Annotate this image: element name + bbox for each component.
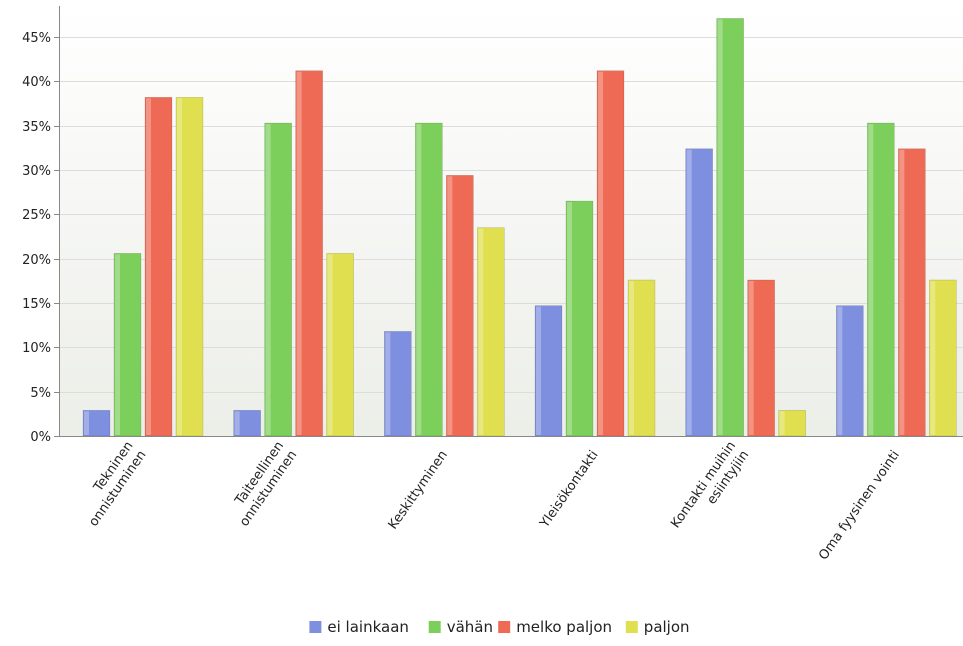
y-tick-label: 5% [30, 386, 51, 401]
legend-swatch [498, 621, 511, 633]
category-label-line: Keskittyminen [386, 448, 451, 532]
bar [898, 148, 926, 437]
y-tick-label: 0% [30, 430, 51, 445]
bar-highlight [478, 228, 484, 435]
category-label: Keskittyminen [386, 448, 451, 532]
legend-label: vähän [447, 618, 493, 636]
grid-lines [54, 37, 963, 437]
bar-highlight [686, 149, 692, 436]
y-tick-labels: 0% 5% 10% 15% 20% 25% 30% 35% 40% 45% [22, 31, 51, 445]
y-tick-label: 35% [22, 120, 51, 135]
bar-highlight [598, 71, 603, 435]
bar-highlight [629, 280, 634, 435]
bar-highlight [447, 176, 453, 435]
bar [477, 227, 505, 437]
bar [295, 70, 323, 437]
category-label-line: Oma fyysinen vointi [816, 448, 903, 563]
bar [534, 305, 563, 437]
bar-highlight [567, 202, 572, 435]
bar-highlight [868, 124, 874, 435]
bar-highlight [536, 306, 541, 435]
bar [446, 175, 474, 437]
bar [175, 97, 204, 437]
y-tick-label: 15% [22, 297, 51, 312]
bar-highlight [84, 411, 89, 435]
legend-swatch [428, 621, 441, 633]
legend-swatch [309, 621, 322, 633]
bar-highlight [837, 306, 843, 435]
bar [144, 97, 173, 437]
y-tick-label: 25% [22, 208, 51, 223]
y-tick-label: 30% [22, 164, 51, 179]
category-label: Oma fyysinen vointi [816, 448, 903, 563]
bar [685, 148, 713, 437]
bar [596, 70, 625, 437]
bar-highlight [779, 411, 785, 435]
bar-highlight [930, 280, 936, 435]
y-tick-label: 20% [22, 253, 51, 268]
bar [565, 200, 594, 437]
category-label-line: Yleisökontakti [537, 448, 602, 532]
bars [82, 18, 957, 437]
y-tick-label: 10% [22, 341, 51, 356]
bar [929, 279, 957, 437]
bar-highlight [717, 19, 723, 435]
bar [264, 122, 292, 437]
bar-highlight [115, 254, 120, 435]
bar-highlight [146, 98, 151, 436]
legend-label: ei lainkaan [327, 618, 409, 636]
bar-highlight [234, 411, 240, 435]
bar-highlight [416, 124, 422, 435]
category-label: Yleisökontakti [537, 448, 602, 532]
bar-highlight [177, 98, 182, 436]
y-tick-label: 40% [22, 75, 51, 90]
y-tick-label: 45% [22, 31, 51, 46]
bar [627, 279, 656, 437]
bar-highlight [265, 124, 271, 435]
bar-highlight [327, 254, 333, 435]
axes [59, 6, 963, 437]
bar-highlight [748, 280, 754, 435]
legend-label: paljon [644, 618, 690, 636]
bar [867, 122, 895, 437]
bar [716, 18, 744, 437]
bar-highlight [385, 332, 391, 435]
bar [326, 253, 354, 437]
bar [113, 253, 142, 437]
bar [384, 331, 412, 437]
legend-swatch [625, 621, 638, 633]
bar [778, 409, 806, 437]
bar [747, 279, 775, 437]
bar-highlight [899, 149, 905, 436]
legend: ei lainkaan vähän melko paljon paljon [309, 618, 690, 636]
bar-highlight [296, 71, 302, 435]
legend-label: melko paljon [516, 618, 612, 636]
plot-area [59, 6, 963, 436]
